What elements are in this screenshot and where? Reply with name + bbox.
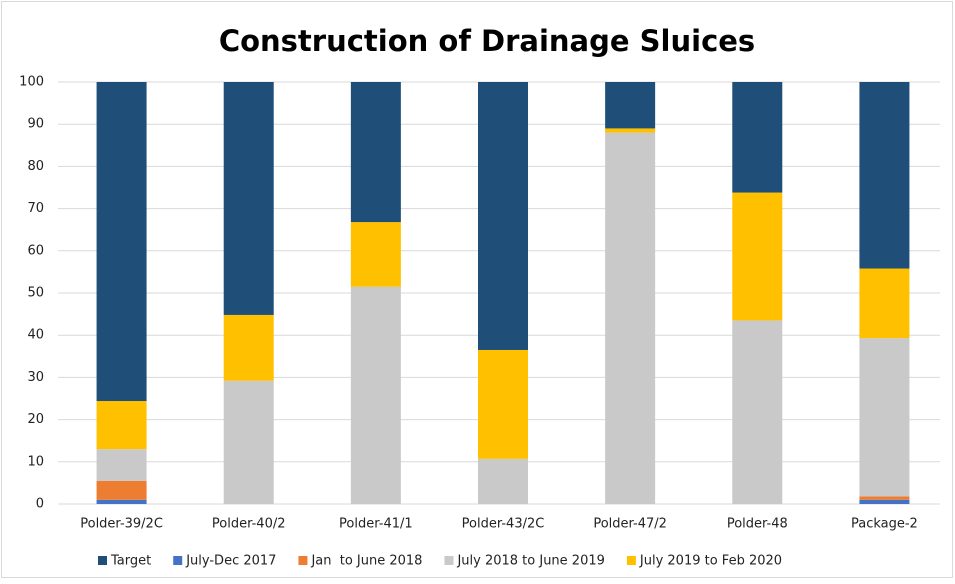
legend-swatch	[444, 556, 454, 565]
legend-label: Jan to June 2018	[310, 554, 422, 569]
chart-title: Construction of Drainage Sluices	[219, 24, 755, 58]
bar-segment	[605, 132, 656, 504]
x-tick-label: Polder-48	[727, 517, 788, 532]
bar-segment	[732, 82, 783, 193]
x-tick-label: Package-2	[851, 517, 918, 532]
legend-swatch	[626, 556, 636, 565]
bar-segment	[859, 499, 910, 504]
bar-segment	[350, 286, 401, 504]
legend-label: July-Dec 2017	[185, 554, 276, 569]
y-tick-label: 60	[27, 243, 44, 258]
bar-segment	[859, 82, 910, 269]
bar-segment	[478, 82, 528, 350]
y-tick-label: 10	[27, 454, 44, 469]
bar-segment	[732, 192, 783, 321]
bar-segment	[478, 458, 528, 504]
bar-segment	[96, 480, 147, 500]
bar-segment	[96, 449, 147, 481]
y-tick-label: 40	[27, 328, 44, 343]
y-tick-label: 70	[27, 201, 44, 216]
legend-label: July 2019 to Feb 2020	[639, 554, 782, 569]
bar-segment	[605, 128, 656, 133]
y-tick-label: 30	[27, 370, 44, 385]
x-tick-label: Polder-47/2	[593, 517, 667, 532]
y-tick-label: 90	[27, 117, 44, 132]
x-tick-label: Polder-39/2C	[80, 517, 163, 532]
bar-segment	[859, 338, 910, 497]
bar-segment	[96, 82, 147, 402]
y-tick-label: 80	[27, 159, 44, 174]
y-tick-label: 20	[27, 412, 44, 427]
bar-segment	[859, 496, 910, 500]
legend-swatch	[98, 556, 107, 565]
x-tick-label: Polder-40/2	[212, 517, 286, 532]
x-tick-label: Polder-43/2C	[462, 517, 545, 532]
bar-segment	[223, 314, 274, 381]
legend-swatch	[173, 556, 183, 565]
bar-segment	[350, 222, 401, 287]
bar-segment	[96, 401, 147, 450]
bar-segment	[478, 349, 528, 459]
x-tick-label: Polder-41/1	[339, 517, 413, 532]
y-tick-label: 100	[19, 75, 44, 90]
bar-segment	[732, 320, 783, 504]
bar-segment	[223, 380, 274, 504]
bar-segment	[96, 499, 147, 504]
bar-segment	[223, 82, 274, 315]
y-tick-label: 0	[36, 497, 44, 512]
y-tick-label: 50	[27, 286, 44, 301]
legend-label: Target	[110, 554, 151, 569]
bar-segment	[350, 82, 401, 223]
bar-segment	[859, 268, 910, 339]
legend-label: July 2018 to June 2019	[456, 554, 604, 569]
legend-swatch	[298, 556, 308, 565]
bar-segment	[605, 82, 656, 129]
